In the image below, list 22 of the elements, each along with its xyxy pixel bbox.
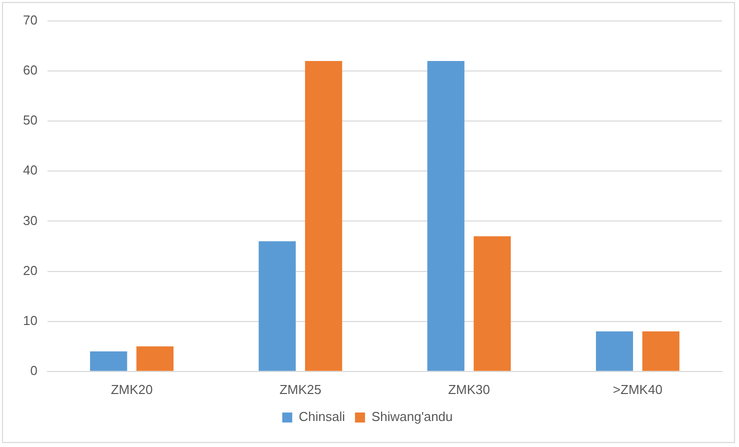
legend-label: Shiwang'andu <box>371 409 453 424</box>
bar <box>642 331 680 371</box>
x-tick-label: ZMK25 <box>279 382 322 397</box>
bar <box>474 236 511 371</box>
y-tick-label: 40 <box>22 162 38 178</box>
y-tick-label: 50 <box>22 112 38 128</box>
bar <box>258 241 296 371</box>
y-tick-label: 20 <box>22 262 38 278</box>
y-tick-label: 0 <box>30 362 38 378</box>
bar <box>90 351 128 371</box>
legend-label: Chinsali <box>298 409 346 424</box>
y-tick-label: 60 <box>22 62 38 78</box>
bar <box>596 331 634 371</box>
x-tick-label: ZMK30 <box>448 382 490 397</box>
y-tick-label: 30 <box>22 212 38 228</box>
y-tick-label: 10 <box>22 312 38 328</box>
x-tick-label: ZMK20 <box>110 382 153 397</box>
x-tick-label: >ZMK40 <box>612 382 662 397</box>
y-tick-label: 70 <box>22 12 38 28</box>
bar <box>427 61 464 371</box>
bar <box>136 346 174 371</box>
bar <box>305 61 342 371</box>
